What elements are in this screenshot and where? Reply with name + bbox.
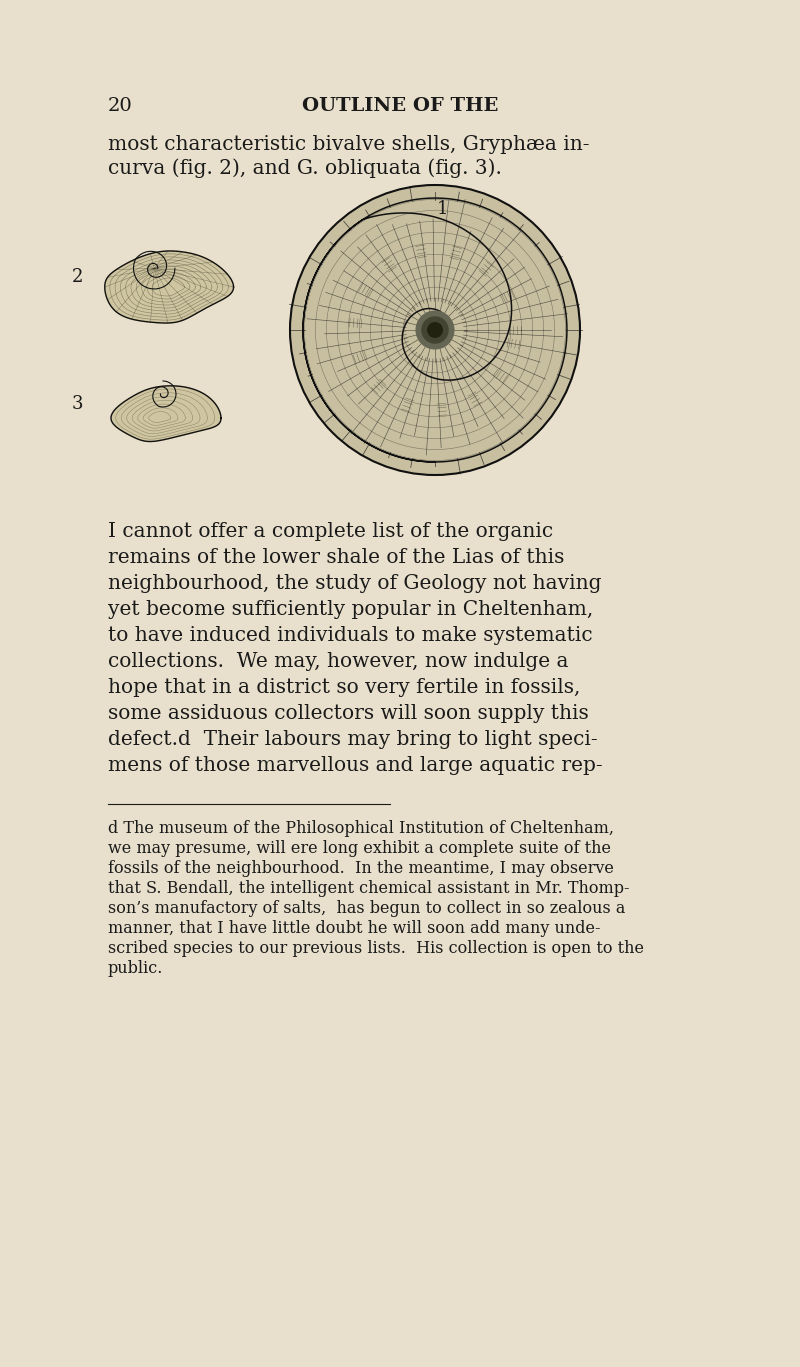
Text: curva (fig. 2), and G. obliquata (fig. 3).: curva (fig. 2), and G. obliquata (fig. 3…	[108, 159, 502, 178]
Polygon shape	[105, 252, 234, 323]
Text: public.: public.	[108, 960, 163, 977]
Circle shape	[422, 317, 448, 343]
Text: most characteristic bivalve shells, Gryphæa in-: most characteristic bivalve shells, Gryp…	[108, 135, 590, 154]
Text: mens of those marvellous and large aquatic rep-: mens of those marvellous and large aquat…	[108, 756, 602, 775]
Text: manner, that I have little doubt he will soon add many unde-: manner, that I have little doubt he will…	[108, 920, 601, 936]
Text: d The museum of the Philosophical Institution of Cheltenham,: d The museum of the Philosophical Instit…	[108, 820, 614, 837]
Text: 20: 20	[108, 97, 133, 115]
Text: that S. Bendall, the intelligent chemical assistant in Mr. Thomp-: that S. Bendall, the intelligent chemica…	[108, 880, 630, 897]
Circle shape	[290, 185, 580, 474]
Text: yet become sufficiently popular in Cheltenham,: yet become sufficiently popular in Chelt…	[108, 600, 594, 619]
Text: defect.d  Their labours may bring to light speci-: defect.d Their labours may bring to ligh…	[108, 730, 598, 749]
Text: collections.  We may, however, now indulge a: collections. We may, however, now indulg…	[108, 652, 569, 671]
Text: remains of the lower shale of the Lias of this: remains of the lower shale of the Lias o…	[108, 548, 564, 567]
Text: some assiduous collectors will soon supply this: some assiduous collectors will soon supp…	[108, 704, 589, 723]
Text: 3: 3	[72, 395, 83, 413]
Text: fossils of the neighbourhood.  In the meantime, I may observe: fossils of the neighbourhood. In the mea…	[108, 860, 614, 878]
Circle shape	[416, 312, 454, 349]
Text: to have induced individuals to make systematic: to have induced individuals to make syst…	[108, 626, 593, 645]
Text: we may presume, will ere long exhibit a complete suite of the: we may presume, will ere long exhibit a …	[108, 839, 611, 857]
Text: son’s manufactory of salts,  has begun to collect in so zealous a: son’s manufactory of salts, has begun to…	[108, 899, 626, 917]
Text: OUTLINE OF THE: OUTLINE OF THE	[302, 97, 498, 115]
Text: I cannot offer a complete list of the organic: I cannot offer a complete list of the or…	[108, 522, 553, 541]
Polygon shape	[111, 385, 221, 442]
Text: 2: 2	[72, 268, 83, 286]
Text: scribed species to our previous lists.  His collection is open to the: scribed species to our previous lists. H…	[108, 940, 644, 957]
Circle shape	[428, 323, 442, 338]
Text: neighbourhood, the study of Geology not having: neighbourhood, the study of Geology not …	[108, 574, 602, 593]
Text: 1: 1	[437, 200, 449, 217]
Text: hope that in a district so very fertile in fossils,: hope that in a district so very fertile …	[108, 678, 580, 697]
